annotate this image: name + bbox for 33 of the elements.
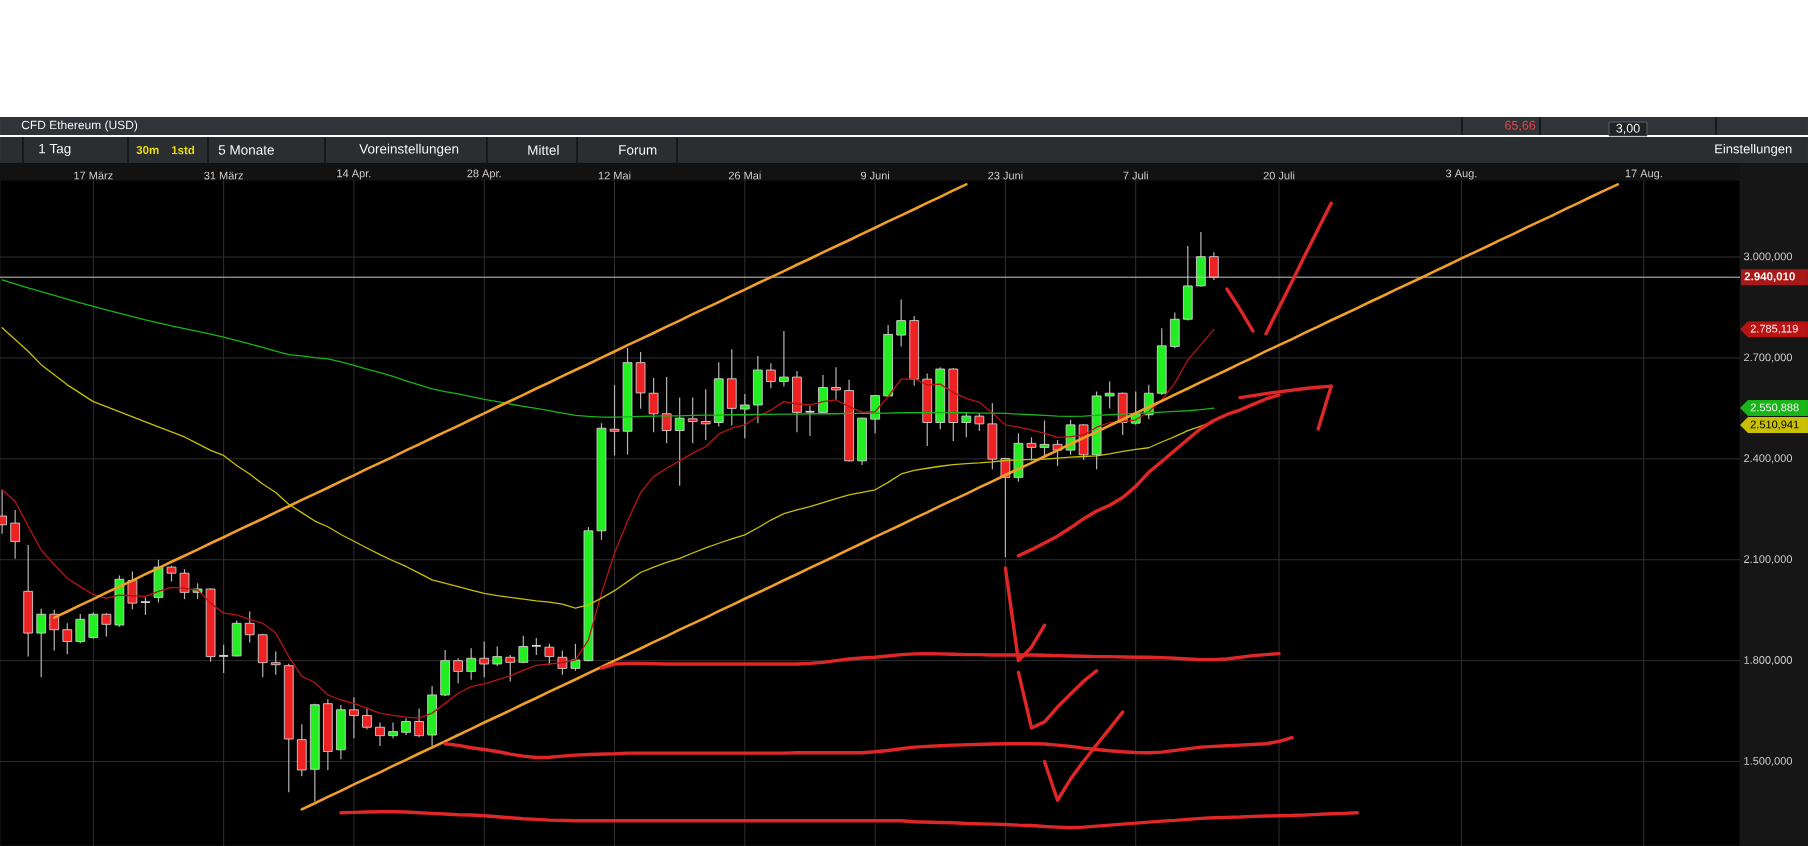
x-tick-label: 28 Apr. — [467, 169, 501, 180]
x-tick-label: 31 März — [204, 171, 243, 180]
text: Einstellungen — [1715, 143, 1792, 157]
text: 5 Monate — [218, 145, 274, 155]
text: Forum — [619, 145, 657, 155]
x-tick-label: 12 Mai — [598, 171, 631, 180]
y-tick-label: 1.500,000 — [1744, 757, 1793, 767]
y-tick-label: 1.800,000 — [1744, 656, 1793, 666]
y-tick-label: 2.400,000 — [1744, 454, 1793, 464]
x-tick-label: 14 Apr. — [337, 169, 371, 180]
text: 3,00 — [1616, 123, 1640, 135]
x-tick-label: 23 Juni — [988, 171, 1023, 180]
x-tick-label: 20 Juli — [1263, 171, 1295, 180]
text: 1std — [171, 145, 195, 155]
text: 2.550,888 — [1750, 403, 1799, 413]
x-tick-label: 17 März — [74, 171, 113, 180]
y-tick-label: 3.000,000 — [1743, 252, 1793, 262]
text: 2.785,119 — [1750, 324, 1798, 334]
y-tick-label: 2.100,000 — [1744, 555, 1793, 565]
x-tick-label: 7 Juli — [1123, 171, 1148, 180]
x-tick-label: 17 Aug. — [1625, 169, 1662, 180]
x-tick-label: 26 Mai — [728, 171, 761, 180]
text: Voreinstellungen — [359, 143, 459, 157]
y-tick-label: 2.700,000 — [1744, 353, 1793, 363]
text: 2.510,941 — [1750, 420, 1799, 430]
x-tick-label: 9 Juni — [860, 171, 890, 180]
x-tick-label: 3 Aug. — [1445, 169, 1477, 180]
chart-title: CFD Ethereum (USD) — [21, 120, 138, 132]
ref-line-label: 2.940,010 — [1744, 272, 1795, 283]
text: Mittel — [528, 145, 559, 155]
text: 1 Tag — [39, 143, 71, 157]
text: 30m — [136, 145, 159, 155]
text: 65,66 — [1505, 120, 1536, 132]
